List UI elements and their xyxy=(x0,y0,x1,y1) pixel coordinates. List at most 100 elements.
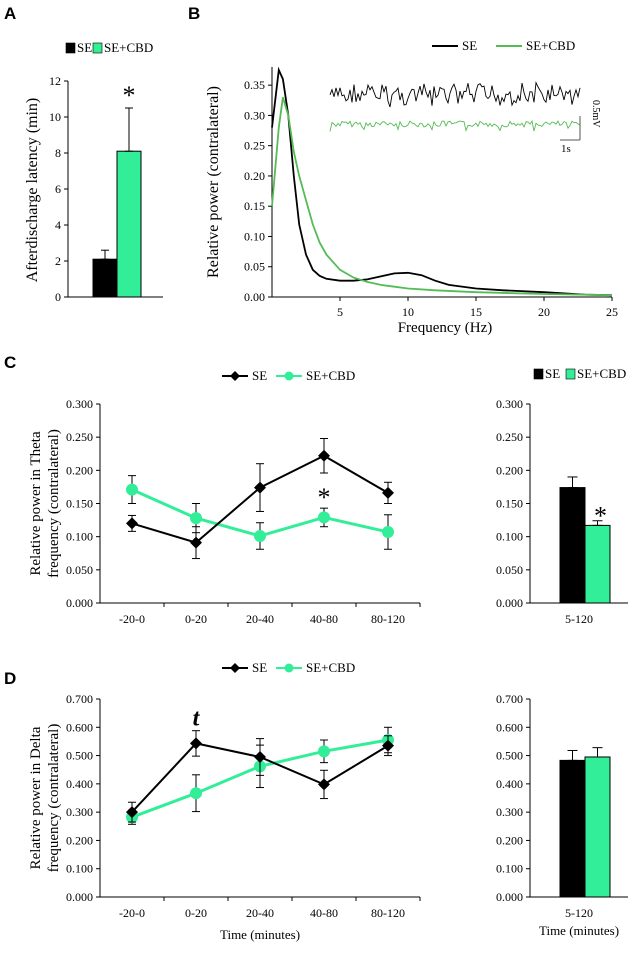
panel-d-line-ytick-label: 0.200 xyxy=(66,833,93,847)
panel-b-xtick-label: 5 xyxy=(337,305,343,319)
panel-c-bar-legend-se-label: SE xyxy=(545,366,560,381)
panel-a-ytick-label: 8 xyxy=(55,146,61,160)
panel-d-bar-ytick-label: 0.500 xyxy=(496,749,523,763)
panel-a-ytick-label: 12 xyxy=(49,74,61,88)
panel-d-line-point-se xyxy=(126,806,138,819)
panel-d-line-ytick-label: 0.300 xyxy=(66,805,93,819)
panel-c-bar-legend-se-cbd-swatch xyxy=(565,368,576,380)
panel-a-ytick-label: 10 xyxy=(49,110,61,124)
panel-a-ytick-label: 2 xyxy=(55,254,61,268)
panel-c-line-point-se xyxy=(318,449,330,462)
panel-d-line-point-se xyxy=(382,739,394,752)
panel-c-theta-bar-chart: 0.000 0.050 0.100 0.150 0.200 0.250 0.300 5-120… xyxy=(496,366,628,626)
panel-b-y-label: Relative power (contralateral) xyxy=(205,86,222,278)
panel-c-bar-ytick-label: 0.200 xyxy=(496,463,523,477)
panel-c-bar-legend-se-swatch xyxy=(533,368,544,380)
panel-a-bar-chart: 0 2 4 6 8 10 12 Afterdischarge latency (min) * SE… xyxy=(24,40,163,304)
panel-b-spectrum-chart: 0.00 0.05 0.10 0.15 0.20 0.25 0.30 0.35 5 10 15 20 2… xyxy=(205,38,618,336)
panel-b-x-label: Frequency (Hz) xyxy=(398,320,493,336)
panel-b-legend-se-cbd-label: SE+CBD xyxy=(526,38,575,53)
panel-d-line-legend-se-marker xyxy=(230,663,240,673)
panel-d-line-point-se xyxy=(190,737,202,750)
panel-a-legend-se-cbd-swatch xyxy=(92,42,103,54)
panel-d-line-ytick-label: 0.500 xyxy=(66,749,93,763)
panel-d-line-xtick-label: -20-0 xyxy=(119,906,145,920)
panel-b-ytick-label: 0.15 xyxy=(244,199,265,213)
panel-c-line-xtick-label: 40-80 xyxy=(310,612,338,626)
panel-c-line-ytick-label: 0.050 xyxy=(66,563,93,577)
panel-c-bar-xtick-label: 5-120 xyxy=(565,612,593,626)
panel-a-y-label: Afterdischarge latency (min) xyxy=(24,98,41,283)
panel-d-bar-x-label: Time (minutes) xyxy=(539,923,619,938)
panel-c-line-legend-se-marker xyxy=(230,371,240,381)
panel-d-line-significance-t: t xyxy=(193,706,201,732)
panel-d-line-ytick-label: 0.400 xyxy=(66,777,93,791)
panel-letter-d: D xyxy=(4,669,16,688)
panel-d-line-y-label-line2: frequency (contralateral) xyxy=(46,724,62,873)
panel-b-ytick-label: 0.30 xyxy=(244,108,265,122)
panel-c-line-point-se-cbd xyxy=(318,511,330,524)
panel-d-line-xtick-label: 40-80 xyxy=(310,906,338,920)
panel-b-ytick-label: 0.35 xyxy=(244,78,265,92)
panel-c-line-xtick-label: 0-20 xyxy=(185,612,207,626)
panel-d-line-xtick-label: 0-20 xyxy=(185,906,207,920)
panel-c-line-point-se xyxy=(190,536,202,549)
panel-d-line-ytick-label: 0.100 xyxy=(66,862,93,876)
panel-c-line-ytick-label: 0.000 xyxy=(66,596,93,610)
panel-d-line-ytick-label: 0.000 xyxy=(66,890,93,904)
panel-d-bar-ytick-label: 0.200 xyxy=(496,833,523,847)
panel-c-line-point-se xyxy=(382,486,394,499)
panel-c-line-point-se-cbd xyxy=(254,530,266,543)
panel-c-bar-ytick-label: 0.000 xyxy=(496,596,523,610)
panel-a-legend-se-label: SE xyxy=(77,40,92,55)
panel-d-bar-ytick-label: 0.600 xyxy=(496,720,523,734)
panel-c-line-xtick-label: 20-40 xyxy=(246,612,274,626)
panel-b-xtick-label: 20 xyxy=(538,305,550,319)
panel-d-line-xtick-label: 20-40 xyxy=(246,906,274,920)
panel-c-bar-ytick-label: 0.100 xyxy=(496,530,523,544)
panel-d-bar-ytick-label: 0.400 xyxy=(496,777,523,791)
panel-c-bar-ytick-label: 0.300 xyxy=(496,397,523,411)
panel-c-line-y-label-line2: frequency (contralateral) xyxy=(46,429,62,578)
panel-d-delta-line-chart: 0.000 0.100 0.200 0.300 0.400 0.500 0.600 0.700… xyxy=(28,660,421,942)
panel-d-bar-ytick-label: 0.700 xyxy=(496,692,523,706)
panel-c-bar-bar-se xyxy=(559,487,586,604)
panel-c-theta-line-chart: 0.000 0.050 0.100 0.150 0.200 0.250 0.300 -20-0… xyxy=(28,368,421,626)
panel-d-line-y-label-line1: Relative power in Delta xyxy=(28,726,44,869)
panel-c-bar-legend-se-cbd-label: SE+CBD xyxy=(577,366,626,381)
panel-d-bar-ytick-label: 0.100 xyxy=(496,862,523,876)
panel-d-line-x-label: Time (minutes) xyxy=(220,927,300,942)
panel-c-line-ytick-label: 0.150 xyxy=(66,497,93,511)
panel-d-line-point-se xyxy=(318,778,330,791)
panel-c-line-point-se xyxy=(254,481,266,494)
panel-d-line-legend-se-cbd-marker xyxy=(284,663,294,673)
panel-c-line-ytick-label: 0.300 xyxy=(66,397,93,411)
panel-c-line-y-label-line1: Relative power in Theta xyxy=(28,431,44,576)
panel-letter-b: B xyxy=(188,4,200,23)
panel-c-line-point-se xyxy=(126,517,138,530)
panel-d-delta-bar-chart: 0.000 0.100 0.200 0.300 0.400 0.500 0.600 0.700… xyxy=(496,692,628,938)
panel-b-xtick-label: 15 xyxy=(470,305,482,319)
panel-d-bar-xtick-label: 5-120 xyxy=(565,906,593,920)
panel-b-inset-time-label: 1s xyxy=(561,143,571,155)
panel-a-ytick-label: 0 xyxy=(55,290,61,304)
panel-b-ytick-label: 0.25 xyxy=(244,139,265,153)
panel-c-line-point-se-cbd xyxy=(126,483,138,496)
panel-c-line-ytick-label: 0.250 xyxy=(66,430,93,444)
panel-b-series-se xyxy=(271,66,613,297)
panel-d-bar-ytick-label: 0.000 xyxy=(496,890,523,904)
panel-d-line-xtick-label: 80-120 xyxy=(371,906,405,920)
panel-b-legend-se-label: SE xyxy=(462,38,477,53)
panel-a-legend-se-cbd-label: SE+CBD xyxy=(104,40,153,55)
panel-b-ytick-label: 0.10 xyxy=(244,229,265,243)
panel-d-line-ytick-label: 0.700 xyxy=(66,692,93,706)
panel-c-bar-ytick-label: 0.250 xyxy=(496,430,523,444)
panel-d-line-point-se xyxy=(254,750,266,763)
panel-b-ytick-label: 0.20 xyxy=(244,169,265,183)
panel-letter-c: C xyxy=(4,353,16,372)
panel-d-line-point-se-cbd xyxy=(190,787,202,800)
panel-c-bar-significance-star: * xyxy=(594,502,607,531)
panel-b-inset-voltage-label: 0.5mV xyxy=(590,100,601,128)
panel-d-line-ytick-label: 0.600 xyxy=(66,720,93,734)
